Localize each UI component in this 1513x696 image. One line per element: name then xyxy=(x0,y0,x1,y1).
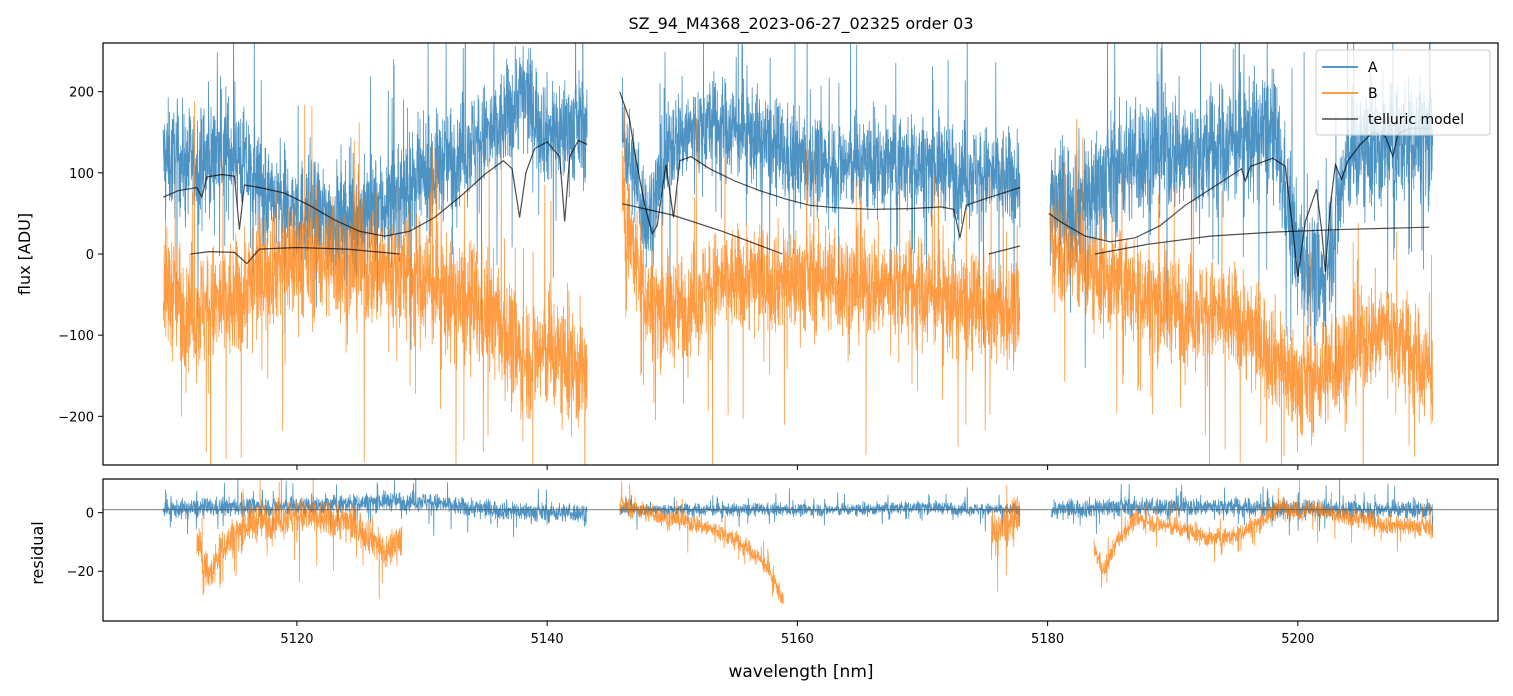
series-a-segment-0 xyxy=(162,479,588,538)
telluric-model-line-1 xyxy=(190,246,400,265)
telluric-model-line-4 xyxy=(988,245,1021,255)
x-tick-label: 5180 xyxy=(1031,632,1064,647)
series-b-segment-2 xyxy=(1049,118,1434,465)
y-tick-label: 100 xyxy=(69,167,94,182)
residual-y-ticks: −20 0 xyxy=(67,507,103,580)
flux-series-group xyxy=(162,43,1434,465)
y-tick-label: 200 xyxy=(69,86,94,101)
series-a-segment-1 xyxy=(619,487,1021,532)
series-a-segment-0 xyxy=(162,43,588,350)
telluric-model-line-2 xyxy=(619,91,1021,238)
y-tick-label: −20 xyxy=(67,565,94,580)
series-b-segment-0 xyxy=(196,479,403,600)
series-b-segment-3 xyxy=(1093,479,1434,588)
legend-label-b: B xyxy=(1368,86,1378,102)
residual-y-label: residual xyxy=(28,521,47,584)
series-a-segment-1 xyxy=(621,43,1021,343)
flux-y-ticks: −200 −100 0 100 200 xyxy=(58,86,103,425)
y-tick-label: −100 xyxy=(58,329,94,344)
residual-x-ticks: 5120 5140 5160 5180 5200 xyxy=(280,621,1314,647)
y-tick-label: −200 xyxy=(58,410,94,425)
legend-label-a: A xyxy=(1368,60,1378,76)
y-tick-label: 0 xyxy=(86,248,94,263)
telluric-model-line-3 xyxy=(622,203,783,255)
series-b-segment-0 xyxy=(162,101,588,465)
series-b-segment-2 xyxy=(990,484,1021,592)
series-a-segment-2 xyxy=(1049,43,1434,373)
legend-label-telluric-model: telluric model xyxy=(1368,112,1464,128)
chart-title: SZ_94_M4368_2023-06-27_02325 order 03 xyxy=(628,14,973,34)
x-tick-label: 5160 xyxy=(781,632,814,647)
x-tick-label: 5200 xyxy=(1281,632,1314,647)
flux-axes: −200 −100 0 100 200 flux [ADU] A B telluric … xyxy=(15,42,1499,470)
y-tick-label: 0 xyxy=(86,507,94,522)
series-a-segment-2 xyxy=(1050,479,1434,538)
flux-x-ticks xyxy=(296,465,1299,470)
series-b-segment-1 xyxy=(619,481,784,605)
x-axis-label: wavelength [nm] xyxy=(728,662,873,682)
telluric-model-line-6 xyxy=(1094,226,1430,255)
legend-box xyxy=(1315,49,1491,136)
x-tick-label: 5140 xyxy=(531,632,564,647)
legend: A B telluric model xyxy=(1315,49,1491,136)
series-b-segment-1 xyxy=(621,104,1021,465)
telluric-model-line-0 xyxy=(162,139,588,237)
x-tick-label: 5120 xyxy=(280,632,313,647)
residual-axes: −20 0 5120 5140 5160 5180 5200 residual wavel… xyxy=(28,478,1499,682)
residual-series-group xyxy=(103,479,1498,605)
flux-y-label: flux [ADU] xyxy=(15,213,34,295)
residual-axes-frame xyxy=(102,478,1499,622)
